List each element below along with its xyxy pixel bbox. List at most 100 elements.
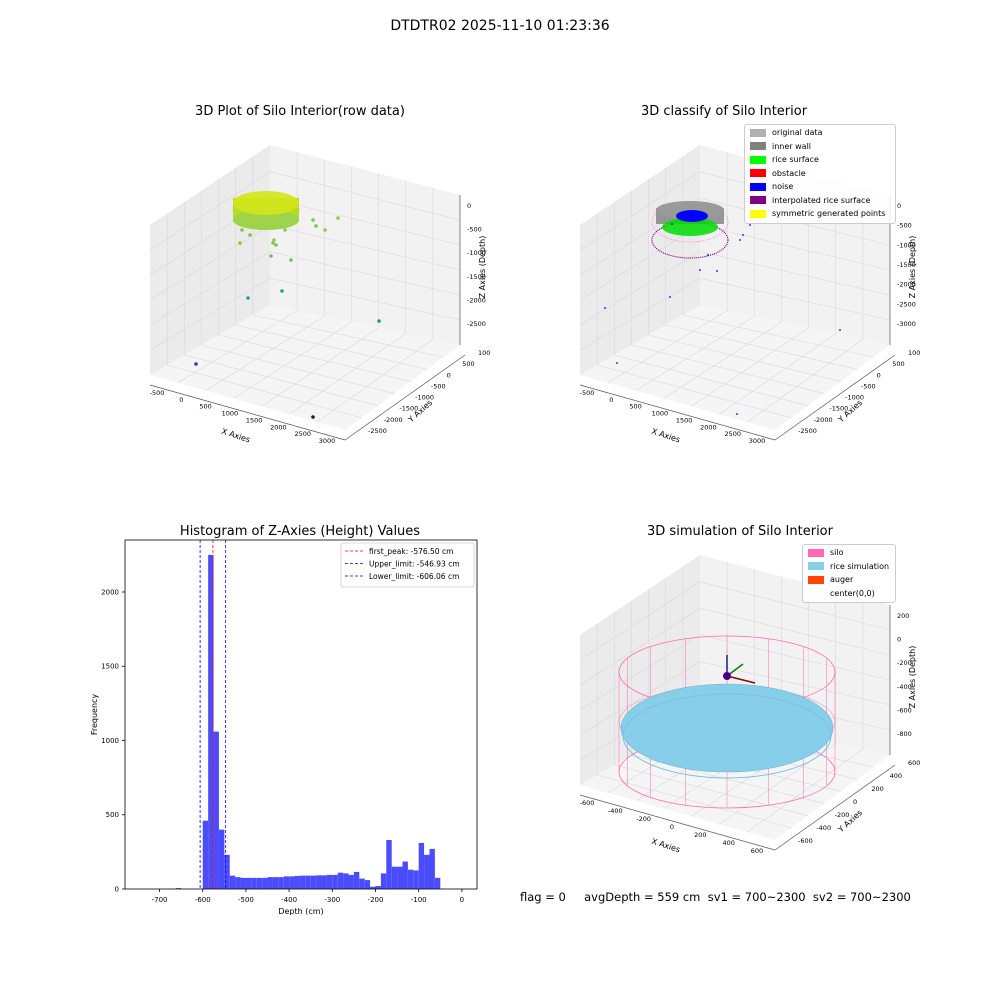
histogram-bar [316, 875, 322, 889]
legend-label: silo [830, 548, 844, 558]
axes-3d: -50005001000150020002500300010005000-500… [580, 145, 920, 445]
grid-line [269, 278, 461, 321]
legend-entry: inner wall [745, 140, 895, 154]
histogram-bar [364, 880, 371, 889]
x-tick-label: 0 [179, 396, 183, 404]
histogram-bar [213, 731, 219, 889]
raw-point [246, 296, 250, 300]
grid-line [316, 339, 434, 423]
y-tick-label: -600 [798, 837, 813, 845]
histogram-bar [407, 869, 414, 889]
legend-entry: symmetric generated points [745, 207, 895, 221]
histogram-bar [256, 877, 263, 889]
noise-point [669, 296, 671, 298]
histogram-chart: -700 -600 -500 -400 -300 -200 -100 0 0 500 1000 150… [90, 539, 478, 915]
x-tick-label: -600 [580, 799, 595, 807]
x-tick-label: -200 [636, 815, 651, 823]
x-axis-line [579, 384, 776, 441]
x-tick-label: 0 [609, 396, 613, 404]
legend-label: symmetric generated points [772, 209, 886, 219]
grid-line [205, 316, 325, 391]
x-tick-label: 1500 [676, 416, 693, 424]
grid-line [579, 634, 701, 711]
grid-line [579, 251, 701, 326]
legend-label: rice simulation [830, 561, 890, 571]
y-tick-label: -1000 [845, 394, 864, 402]
histogram-bar [429, 848, 435, 889]
grid-line [579, 278, 701, 351]
grid-line [579, 661, 701, 736]
histogram-bar [229, 875, 236, 889]
histogram-bar [175, 888, 182, 889]
z-tick-label: -2000 [467, 296, 486, 304]
rice-surface-edge [622, 693, 832, 779]
grid-line [699, 608, 891, 656]
x-tick-label: 3000 [319, 437, 336, 445]
grid-line [648, 334, 841, 382]
grid-line [184, 354, 378, 407]
noise-cluster [676, 210, 708, 222]
grid-line [149, 171, 271, 251]
simulation-plot-title: 3D simulation of Silo Interior [647, 524, 833, 539]
histogram-bar [380, 873, 387, 889]
y-tick-label: -1000 [415, 394, 434, 402]
y-tick-label: -400 [816, 824, 831, 832]
x-axis-label: X Axies [220, 427, 251, 445]
y-axis-line [774, 764, 896, 851]
grid-line [699, 278, 891, 321]
y-axis-line [344, 354, 466, 441]
legend-entry: first_peak: -576.50 cm [369, 547, 453, 556]
histogram-bar [235, 877, 241, 889]
x-tick-label: 500 [629, 403, 641, 411]
raw-point [283, 228, 287, 232]
noise-point [699, 269, 701, 271]
raw-point [280, 289, 284, 293]
classified-point-cloud [604, 201, 841, 415]
legend-label: center(0,0) [830, 588, 875, 598]
grid-line [177, 310, 298, 384]
legend-swatch [750, 182, 766, 191]
legend-entry: Upper_limit: -546.93 cm [369, 560, 460, 569]
histogram-bar [359, 878, 365, 889]
grid-line [149, 278, 271, 351]
x-tick-label: -700 [152, 896, 168, 904]
rice-surface-points [662, 218, 718, 236]
silo-simulation [618, 635, 836, 809]
histogram-bar [424, 854, 430, 889]
center-marker [723, 672, 731, 680]
grid-line [614, 764, 808, 817]
x-tick-label: 2000 [270, 423, 287, 431]
legend-entry: rice surface [745, 153, 895, 167]
y-tick-label: -1500 [399, 405, 418, 413]
x-tick-label: 1500 [246, 416, 263, 424]
y-tick-label: 600 [908, 759, 920, 767]
x-tick-label: 200 [694, 831, 706, 839]
legend-swatch [808, 548, 824, 557]
noise-point [749, 224, 751, 226]
legend-label: auger [830, 575, 854, 585]
x-tick-label: 600 [751, 847, 763, 855]
z-tick-label: -800 [897, 730, 912, 738]
legend-swatch [750, 209, 766, 218]
histogram-bar [218, 829, 225, 889]
raw-point [323, 228, 327, 232]
back-right-pane [270, 145, 460, 345]
histogram-bar [262, 877, 268, 889]
grid-line [699, 661, 891, 706]
x-tick-label: 1000 [652, 410, 669, 418]
histogram-bar [240, 877, 246, 889]
z-tick-label: -1500 [467, 273, 486, 281]
grid-line [699, 581, 891, 631]
status-footer: flag = 0 avgDepth = 559 cm sv1 = 700~230… [520, 890, 911, 904]
legend-swatch [750, 142, 766, 151]
y-tick-label: 400 [890, 772, 902, 780]
y-tick-label: 1000 [908, 349, 920, 357]
legend-label: original data [772, 128, 823, 138]
grid-line [269, 251, 461, 296]
raw-point [272, 238, 276, 242]
grid-line [665, 324, 858, 370]
legend-label: inner wall [772, 141, 812, 151]
histogram-title: Histogram of Z-Axies (Height) Values [179, 524, 421, 539]
histogram-bar [348, 874, 354, 889]
histogram-bar [278, 877, 284, 889]
